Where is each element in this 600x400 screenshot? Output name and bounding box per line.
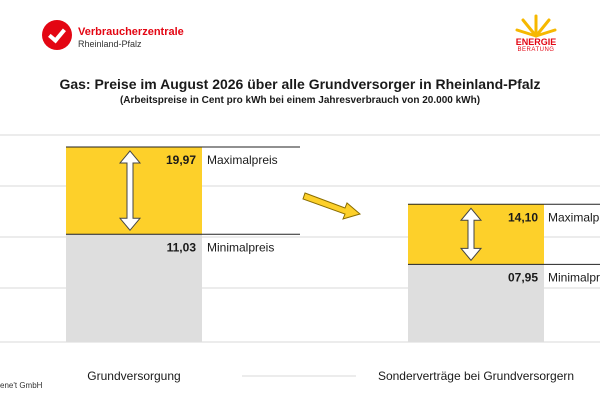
chart-title: Gas: Preise im August 2026 über alle Gru… [59, 76, 541, 92]
series-label-maximalpreis-0: Maximalpreis [207, 153, 278, 167]
double-arrow-icon [459, 207, 483, 262]
category-label-0: Grundversorgung [87, 369, 180, 383]
verbraucherzentrale-logo: Verbraucherzentrale Rheinland-Pfalz [42, 20, 192, 54]
bar-minimalpreis-1 [408, 264, 544, 342]
bar-minimalpreis-0 [66, 234, 202, 342]
value-label-minimalpreis-0: 11,03 [167, 240, 197, 254]
chart-subtitle: (Arbeitspreise in Cent pro kWh bei einem… [119, 95, 481, 106]
checkmark-icon [42, 20, 72, 50]
series-label-maximalpreis-1: Maximalpreis [548, 210, 600, 224]
logo-beratung-text: BERATUNG [517, 47, 555, 53]
series-label-minimalpreis-1: Minimalpreis [548, 270, 600, 284]
logo-brand-text: Verbraucherzentrale [78, 26, 184, 38]
source-label: ene't GmbH [0, 381, 43, 390]
value-label-maximalpreis-1: 14,10 [508, 210, 538, 224]
category-label-1: Sonderverträge bei Grundversorgern [378, 369, 574, 383]
value-label-minimalpreis-1: 07,95 [508, 270, 538, 284]
logo-region-text: Rheinland-Pfalz [78, 39, 142, 49]
double-arrow-icon [118, 150, 142, 232]
value-label-maximalpreis-0: 19,97 [166, 153, 196, 167]
energieberatung-logo: ENERGIE BERATUNG [500, 14, 572, 60]
series-label-minimalpreis-0: Minimalpreis [207, 240, 274, 254]
trend-arrow-icon [302, 192, 362, 220]
sun-icon [515, 14, 557, 38]
logo-energie-text: ENERGIE [515, 37, 557, 47]
